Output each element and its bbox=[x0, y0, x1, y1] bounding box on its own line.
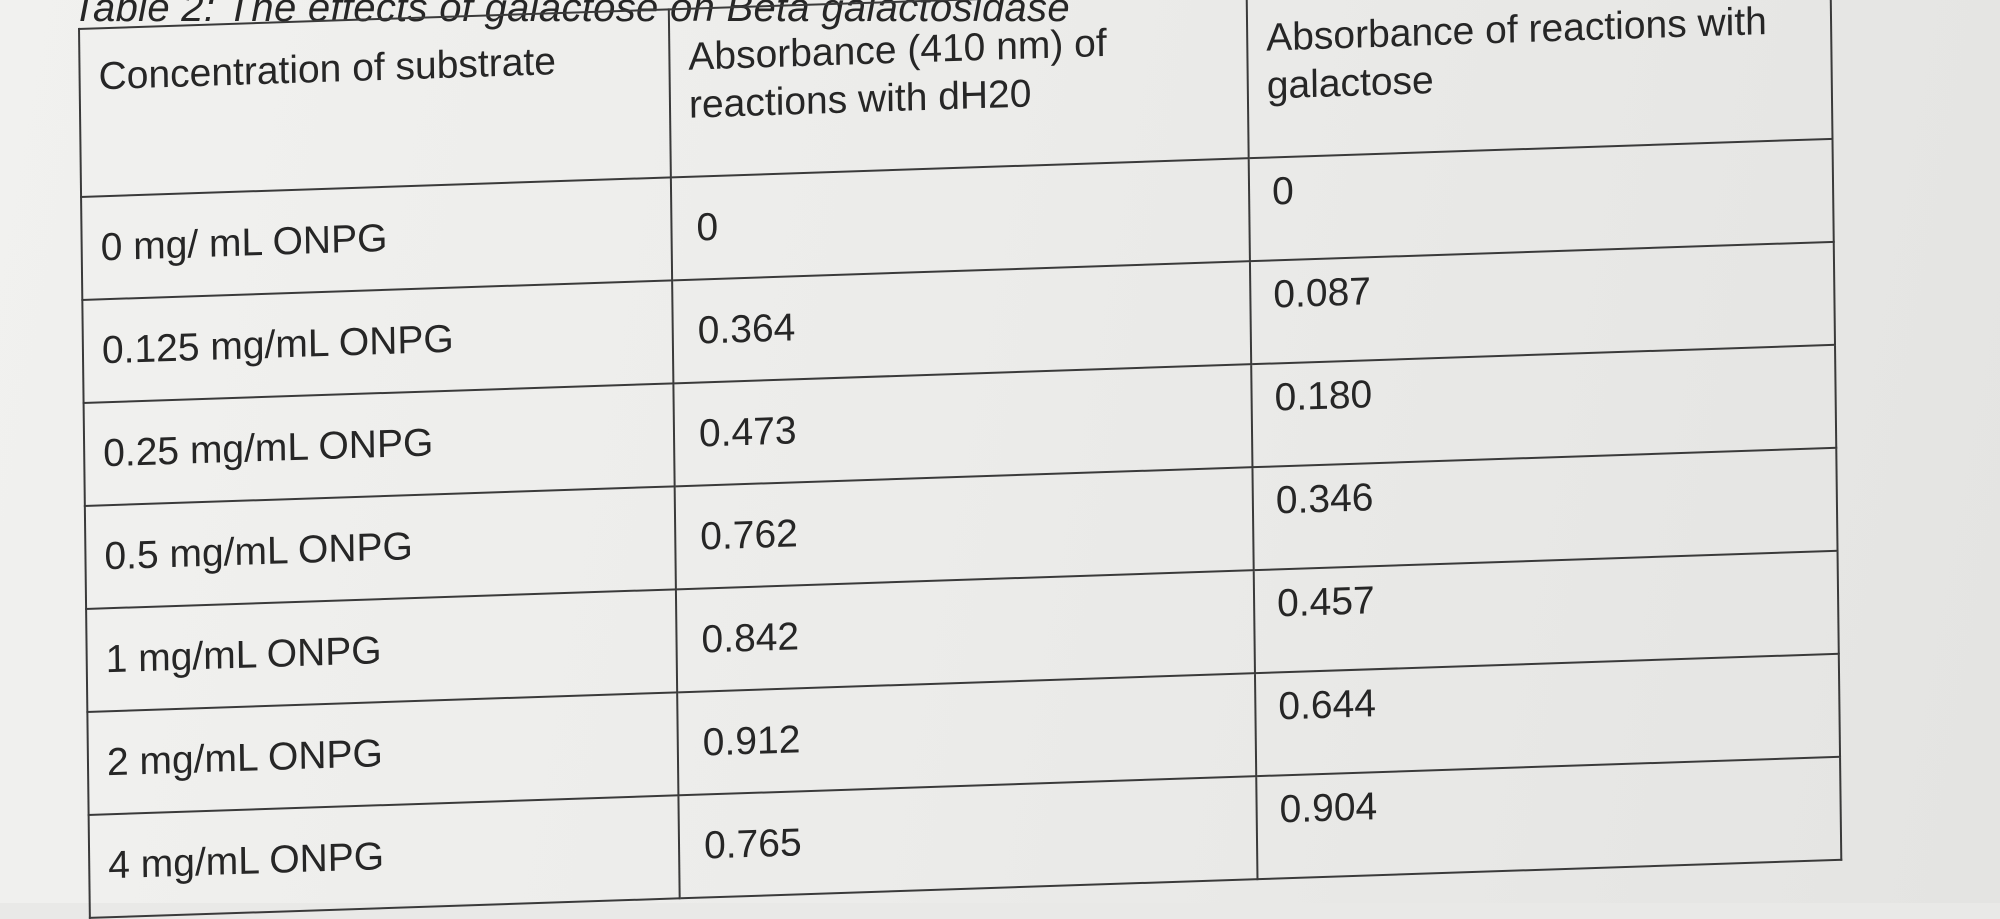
dh2o-absorbance-cell: 0.765 bbox=[678, 776, 1258, 899]
header-absorbance-galactose: Absorbance of reactions with galactose bbox=[1246, 0, 1833, 159]
data-table: Concentration of substrate Absorbance (4… bbox=[78, 0, 1842, 919]
galactose-absorbance-cell: 0.180 bbox=[1251, 344, 1837, 468]
dh2o-absorbance-cell: 0.912 bbox=[677, 673, 1257, 796]
table-caption: Table 2: The effects of galactose on Bet… bbox=[72, 0, 1070, 30]
galactose-absorbance-cell: 0.087 bbox=[1249, 241, 1836, 365]
dh2o-absorbance-cell: 0.842 bbox=[675, 570, 1255, 693]
concentration-cell: 1 mg/mL ONPG bbox=[86, 589, 678, 712]
concentration-cell: 0.125 mg/mL ONPG bbox=[82, 280, 674, 403]
dh2o-absorbance-cell: 0.762 bbox=[674, 467, 1254, 590]
header-absorbance-dh2o: Absorbance (410 nm) of reactions with dH… bbox=[668, 0, 1249, 178]
galactose-absorbance-cell: 0.644 bbox=[1254, 653, 1841, 777]
table-body: 0 mg/ mL ONPG 0 0 0.125 mg/mL ONPG 0.364… bbox=[81, 138, 1842, 918]
galactose-absorbance-cell: 0.346 bbox=[1252, 447, 1838, 571]
concentration-cell: 0 mg/ mL ONPG bbox=[81, 177, 673, 300]
concentration-cell: 0.25 mg/mL ONPG bbox=[83, 383, 675, 506]
dh2o-absorbance-cell: 0.364 bbox=[672, 261, 1252, 384]
dh2o-absorbance-cell: 0.473 bbox=[673, 364, 1253, 487]
concentration-cell: 4 mg/mL ONPG bbox=[88, 795, 680, 918]
galactose-absorbance-cell: 0.904 bbox=[1256, 756, 1842, 880]
concentration-cell: 2 mg/mL ONPG bbox=[87, 692, 679, 815]
dh2o-absorbance-cell: 0 bbox=[670, 158, 1250, 281]
header-concentration: Concentration of substrate bbox=[79, 9, 671, 197]
concentration-cell: 0.5 mg/mL ONPG bbox=[84, 486, 676, 609]
table-container: Concentration of substrate Absorbance (4… bbox=[78, 0, 1842, 919]
galactose-absorbance-cell: 0 bbox=[1248, 138, 1834, 262]
galactose-absorbance-cell: 0.457 bbox=[1253, 550, 1839, 674]
